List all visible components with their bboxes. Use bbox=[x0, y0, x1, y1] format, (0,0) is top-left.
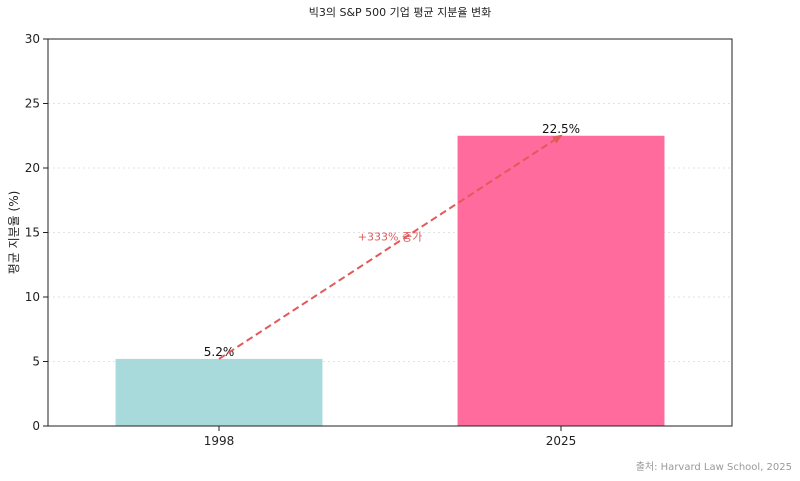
increase-annotation: +333% 증가 bbox=[358, 230, 422, 243]
y-axis-ticks: 0 5 10 15 20 25 30 bbox=[25, 32, 48, 433]
y-tick-label: 20 bbox=[25, 161, 40, 175]
data-label: 22.5% bbox=[542, 122, 580, 136]
data-labels: 5.2% 22.5% bbox=[204, 122, 580, 359]
y-tick-label: 30 bbox=[25, 32, 40, 46]
chart-title: 빅3의 S&P 500 기업 평균 지분율 변화 bbox=[309, 6, 492, 19]
increase-arrow bbox=[218, 134, 563, 360]
x-axis-ticks: 1998 2025 bbox=[204, 426, 577, 448]
data-label: 5.2% bbox=[204, 345, 235, 359]
x-tick-label: 1998 bbox=[204, 434, 235, 448]
x-tick-label: 2025 bbox=[546, 434, 577, 448]
y-tick-label: 25 bbox=[25, 97, 40, 111]
y-tick-label: 5 bbox=[32, 355, 40, 369]
bar-2025 bbox=[457, 135, 665, 426]
y-tick-label: 15 bbox=[25, 226, 40, 240]
bars bbox=[115, 135, 665, 426]
source-note: 출처: Harvard Law School, 2025 bbox=[636, 461, 792, 473]
y-axis-label: 평균 지분율 (%) bbox=[7, 191, 21, 275]
y-tick-label: 0 bbox=[32, 419, 40, 433]
y-tick-label: 10 bbox=[25, 290, 40, 304]
bar-1998 bbox=[115, 358, 323, 426]
